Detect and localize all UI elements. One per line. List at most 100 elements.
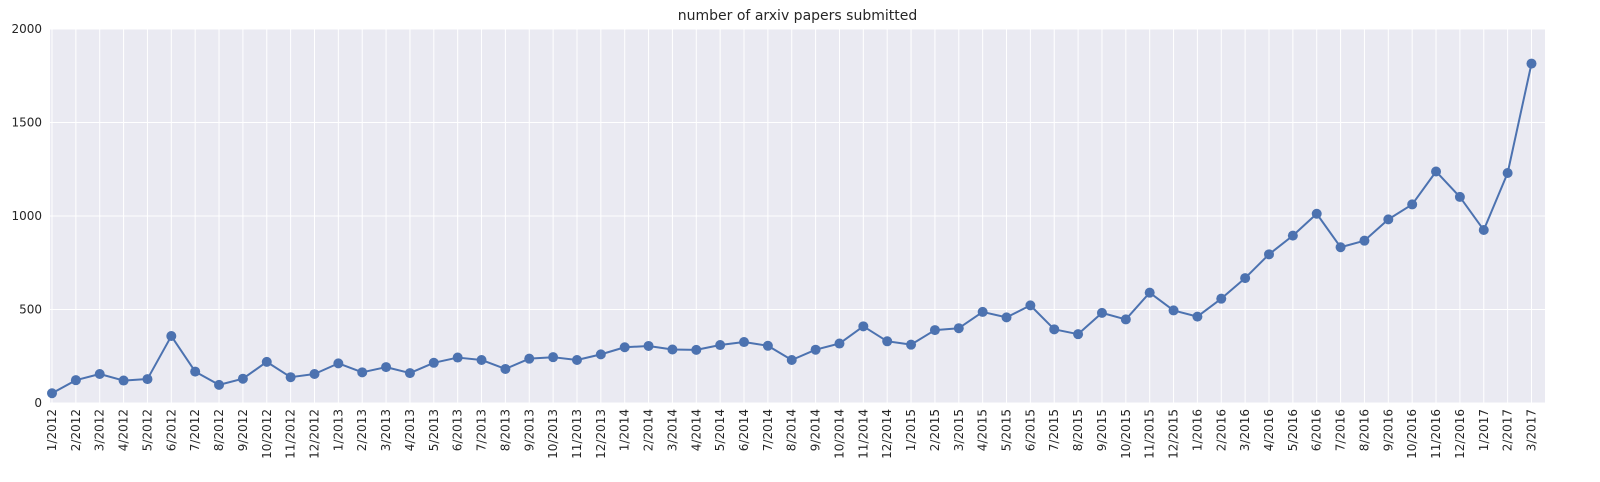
data-point [762,340,773,351]
data-point [1168,305,1179,316]
x-tick-label: 12/2015 [1167,409,1181,459]
x-tick-label: 6/2015 [1023,409,1037,451]
x-tick-label: 3/2014 [665,409,679,451]
x-tick-label: 9/2012 [236,409,250,451]
data-point [1359,235,1370,246]
x-tick-label: 6/2012 [164,409,178,451]
x-tick-label: 2/2016 [1214,409,1228,451]
data-point [190,366,201,377]
x-tick-label: 2/2014 [642,409,656,451]
data-point [47,388,57,399]
data-point [643,340,654,351]
data-point [142,374,153,385]
data-point [810,344,821,355]
x-tick-label: 3/2012 [93,409,107,451]
chart-title: number of arxiv papers submitted [678,8,917,24]
x-tick-label: 10/2015 [1119,409,1133,459]
x-tick-label: 10/2014 [832,409,846,459]
data-point [452,352,463,363]
data-point [70,375,81,386]
x-tick-label: 9/2013 [522,409,536,451]
data-point [524,353,535,364]
x-tick-label: 6/2016 [1310,409,1324,451]
x-tick-label: 7/2013 [475,409,489,451]
x-tick-label: 2/2017 [1501,409,1515,451]
data-point [404,368,415,379]
y-tick-label: 1500 [11,116,42,130]
x-tick-label: 8/2016 [1357,409,1371,451]
data-point [715,340,726,351]
x-tick-label: 1/2017 [1477,409,1491,451]
data-point [739,337,750,348]
x-tick-label: 12/2013 [594,409,608,459]
data-point [381,362,392,373]
data-point [1049,324,1060,335]
x-tick-label: 1/2014 [618,409,632,451]
data-point [906,339,917,350]
data-point [953,323,964,334]
data-point [357,367,368,378]
data-point [1311,208,1322,219]
x-tick-label: 3/2016 [1238,409,1252,451]
data-point [428,357,439,368]
data-point [1192,311,1203,322]
x-tick-label: 9/2014 [809,409,823,451]
x-tick-label: 7/2016 [1334,409,1348,451]
data-point [1335,242,1346,253]
data-point [1526,58,1537,69]
x-tick-label: 4/2016 [1262,409,1276,451]
x-tick-label: 10/2012 [260,409,274,459]
data-point [834,338,845,349]
x-tick-label: 12/2016 [1453,409,1467,459]
x-tick-label: 1/2016 [1190,409,1204,451]
data-point [1001,312,1012,323]
data-point [619,342,630,353]
data-point [595,349,606,360]
data-point [1454,191,1465,202]
x-tick-label: 12/2014 [880,409,894,459]
x-tick-label: 4/2012 [117,409,131,451]
x-tick-label: 3/2013 [379,409,393,451]
x-tick-label: 2/2015 [928,409,942,451]
x-tick-label: 11/2013 [570,409,584,459]
data-point [1263,249,1274,260]
x-tick-label: 7/2015 [1047,409,1061,451]
x-tick-label: 3/2017 [1524,409,1538,451]
x-tick-label: 1/2013 [331,409,345,451]
data-point [118,375,129,386]
y-tick-label: 2000 [11,22,42,36]
data-point [929,325,940,336]
x-tick-label: 1/2012 [45,409,59,451]
data-point [1383,214,1394,225]
x-tick-label: 7/2014 [761,409,775,451]
data-point [1216,293,1227,304]
y-axis-tick-labels: 0 500 1000 1500 2000 [11,22,42,410]
data-point [237,373,248,384]
data-point [476,354,487,365]
x-tick-label: 2/2012 [69,409,83,451]
x-tick-label: 5/2015 [1000,409,1014,451]
data-point [977,306,988,317]
x-tick-label: 5/2013 [427,409,441,451]
data-point [571,354,582,365]
data-point [1025,300,1036,311]
x-tick-label: 6/2014 [737,409,751,451]
data-point [1478,225,1489,236]
x-tick-label: 2/2013 [355,409,369,451]
x-tick-label: 5/2016 [1286,409,1300,451]
x-tick-label: 11/2014 [856,409,870,459]
x-tick-label: 8/2012 [212,409,226,451]
data-point [1144,287,1155,298]
data-point [548,352,559,363]
x-tick-label: 3/2015 [952,409,966,451]
data-point [1431,166,1442,177]
x-tick-label: 5/2014 [713,409,727,451]
y-tick-label: 1000 [11,209,42,223]
x-axis-tick-labels: 1/2012 2/2012 3/2012 4/2012 5/2012 6/2012 7/20… [45,409,1538,459]
x-tick-label: 9/2016 [1381,409,1395,451]
data-point [261,356,272,367]
x-tick-label: 11/2015 [1143,409,1157,459]
data-point [94,369,105,380]
x-tick-label: 9/2015 [1095,409,1109,451]
